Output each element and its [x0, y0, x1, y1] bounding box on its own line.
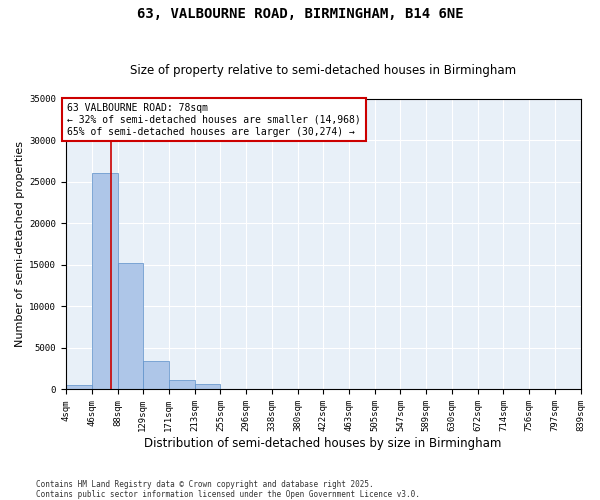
- Text: 63 VALBOURNE ROAD: 78sqm
← 32% of semi-detached houses are smaller (14,968)
65% : 63 VALBOURNE ROAD: 78sqm ← 32% of semi-d…: [67, 104, 361, 136]
- Bar: [169, 380, 194, 390]
- Bar: [143, 362, 169, 390]
- X-axis label: Distribution of semi-detached houses by size in Birmingham: Distribution of semi-detached houses by …: [145, 437, 502, 450]
- Text: Contains HM Land Registry data © Crown copyright and database right 2025.
Contai: Contains HM Land Registry data © Crown c…: [36, 480, 420, 499]
- Text: 63, VALBOURNE ROAD, BIRMINGHAM, B14 6NE: 63, VALBOURNE ROAD, BIRMINGHAM, B14 6NE: [137, 8, 463, 22]
- Bar: [118, 264, 143, 390]
- Bar: [92, 173, 118, 390]
- Y-axis label: Number of semi-detached properties: Number of semi-detached properties: [15, 141, 25, 347]
- Bar: [194, 384, 220, 390]
- Bar: [220, 389, 246, 390]
- Title: Size of property relative to semi-detached houses in Birmingham: Size of property relative to semi-detach…: [130, 64, 516, 77]
- Bar: [66, 386, 92, 390]
